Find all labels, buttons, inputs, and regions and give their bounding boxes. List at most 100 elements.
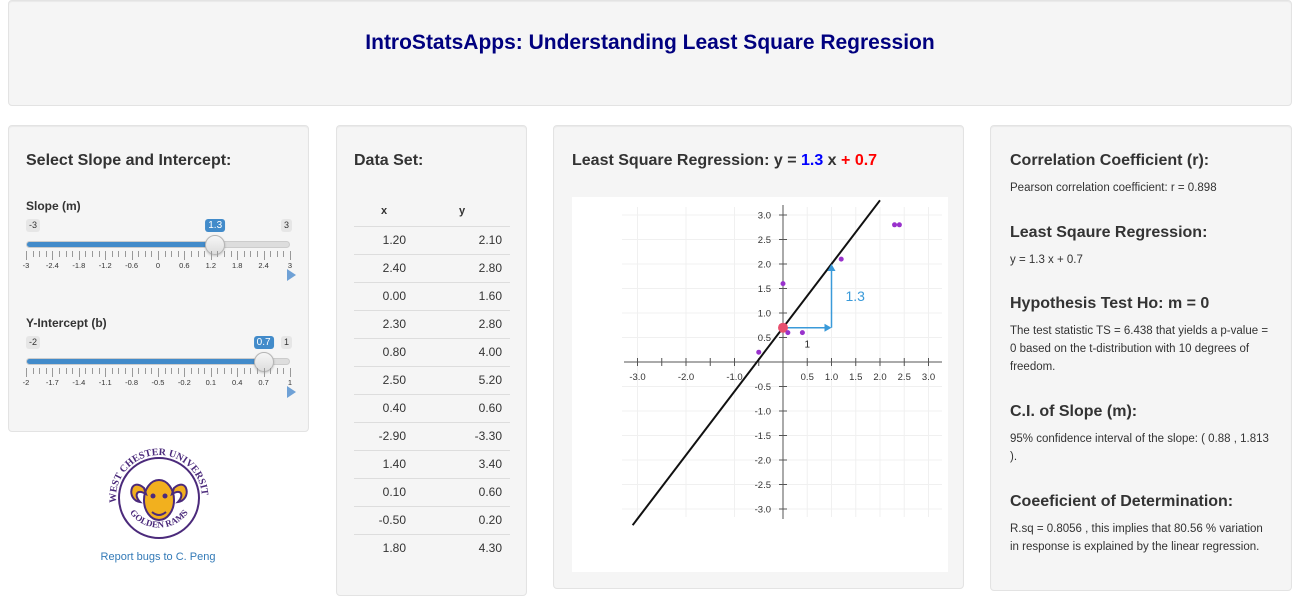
slider-tick: [230, 251, 232, 257]
cell-x: 2.30: [354, 309, 414, 338]
slider-tick: [210, 368, 212, 377]
slope-max: 3: [280, 219, 292, 232]
slope-slider[interactable]: Slope (m) -3 3 1.3 -3 -2.4 -1.8 -1.2 -0.6 0 0.…: [23, 199, 296, 281]
y-tick-label: -2.5: [755, 480, 771, 491]
slider-tick: [125, 368, 126, 374]
hypothesis-heading: Hypothesis Test Ho: m = 0: [1010, 295, 1210, 312]
data-point: [896, 222, 902, 228]
slider-tick-label: 0.4: [231, 378, 243, 387]
slider-tick: [26, 251, 27, 260]
cell-x: 0.00: [354, 281, 414, 310]
slider-tick: [177, 368, 179, 374]
y-tick-label: -0.5: [755, 382, 771, 393]
slope-play-icon[interactable]: [287, 269, 296, 281]
intercept-fill: [27, 359, 265, 364]
intercept-track[interactable]: [26, 358, 290, 365]
regression-heading: Least Square Regression: y = 1.3 x + 0.7: [572, 152, 877, 170]
cell-y: 2.10: [414, 225, 510, 254]
slider-tick: [270, 251, 272, 257]
intercept-value: 0.7: [253, 336, 274, 349]
slider-tick: [144, 368, 146, 374]
slider-tick-label: -1.1: [98, 378, 112, 387]
cell-x: 1.20: [354, 225, 414, 254]
table-row: 2.40 2.80: [354, 253, 510, 282]
slider-tick: [52, 251, 54, 260]
table-row: 0.80 4.00: [354, 337, 510, 366]
slider-tick: [184, 368, 186, 377]
slider-tick: [39, 251, 41, 257]
slope-handle[interactable]: [205, 235, 226, 255]
table-row: 1.40 3.40: [354, 449, 510, 478]
least-square-heading: Least Sqaure Regression:: [1010, 224, 1208, 241]
slider-tick: [65, 251, 67, 257]
slider-tick: [105, 368, 107, 377]
regression-plot[interactable]: -3.0 -2.0 -1.0 0.5 1.0 1.5 2.0 2.5 3.0 3.0 2.5 2.0 1…: [572, 197, 948, 572]
slider-tick: [290, 251, 291, 260]
slope-track[interactable]: [26, 241, 290, 248]
slope-min: -3: [26, 219, 41, 232]
slider-tick-label: 3: [287, 261, 293, 270]
slider-tick-label: -0.5: [151, 378, 165, 387]
intercept-slider[interactable]: Y-Intercept (b) -2 1 0.7 -2 -1.7 -1.4 -1.1 -…: [23, 316, 296, 398]
hypothesis-text: The test statistic TS = 6.438 that yield…: [1010, 325, 1269, 373]
slider-tick: [85, 251, 87, 257]
ram-icon: [130, 479, 188, 521]
intercept-label: Y-Intercept (b): [26, 316, 107, 330]
slider-tick-label: 0.6: [179, 261, 190, 270]
table-row: 0.40 0.60: [354, 393, 510, 422]
slider-tick: [210, 251, 212, 260]
table-row: 0.10 0.60: [354, 477, 510, 506]
data-point: [838, 256, 844, 262]
slider-tick: [197, 368, 199, 374]
slider-tick: [98, 251, 100, 257]
intercept-max: 1: [280, 336, 292, 349]
intercept-play-icon[interactable]: [287, 386, 296, 398]
cell-y: 0.60: [414, 477, 510, 506]
cell-y: 1.60: [414, 281, 510, 310]
slider-tick-label: -0.8: [125, 378, 139, 387]
slider-tick: [85, 368, 87, 374]
slider-tick: [290, 368, 291, 377]
slider-tick: [138, 368, 140, 374]
column-header-x: x: [354, 196, 414, 227]
slider-tick: [72, 251, 74, 257]
regression-line: [631, 199, 881, 526]
y-tick-label: 1.5: [758, 284, 771, 295]
slider-tick: [52, 368, 54, 377]
determination-heading: Coeeficient of Determination:: [1010, 493, 1234, 510]
table-row: 2.50 5.20: [354, 365, 510, 394]
cell-y: 2.80: [414, 309, 510, 338]
cell-x: 1.80: [354, 533, 414, 562]
slider-tick-label: -3: [22, 261, 30, 270]
slider-tick: [283, 368, 285, 374]
report-bugs-link[interactable]: Report bugs to C. Peng: [100, 551, 216, 563]
x-tick-label: 1.0: [825, 372, 838, 383]
y-tick-label: 2.0: [758, 260, 771, 271]
slider-tick: [26, 368, 27, 377]
slider-tick: [78, 251, 80, 260]
y-tick-label: -3.0: [755, 505, 771, 516]
slider-tick: [151, 368, 153, 374]
intercept-ticks: [26, 368, 291, 378]
slider-tick-label: 0.1: [205, 378, 217, 387]
data-point: [892, 222, 898, 228]
regression-heading-prefix: Least Square Regression: y =: [572, 152, 801, 169]
y-tick-label: 1.0: [758, 309, 771, 320]
ci-heading: C.I. of Slope (m):: [1010, 403, 1138, 420]
app-title: IntroStatsApps: Understanding Least Squa…: [365, 31, 935, 54]
slider-tick: [125, 251, 126, 257]
cell-y: 4.00: [414, 337, 510, 366]
table-row: -0.50 0.20: [354, 505, 510, 534]
data-point: [780, 281, 786, 287]
slider-tick: [72, 368, 74, 374]
slider-tick: [138, 251, 140, 257]
data-table: x y 1.20 2.10 2.40 2.80 0.00 1.60 2.30 2.80 0.80…: [354, 196, 510, 562]
slider-tick: [59, 251, 60, 257]
x-tick-label: 0.5: [801, 372, 814, 383]
slider-tick: [59, 368, 60, 374]
slider-tick: [257, 368, 258, 374]
slope-fill: [27, 242, 217, 247]
slider-tick: [230, 368, 232, 374]
slider-tick-label: 0.7: [258, 378, 269, 387]
controls-heading: Select Slope and Intercept:: [26, 152, 232, 169]
